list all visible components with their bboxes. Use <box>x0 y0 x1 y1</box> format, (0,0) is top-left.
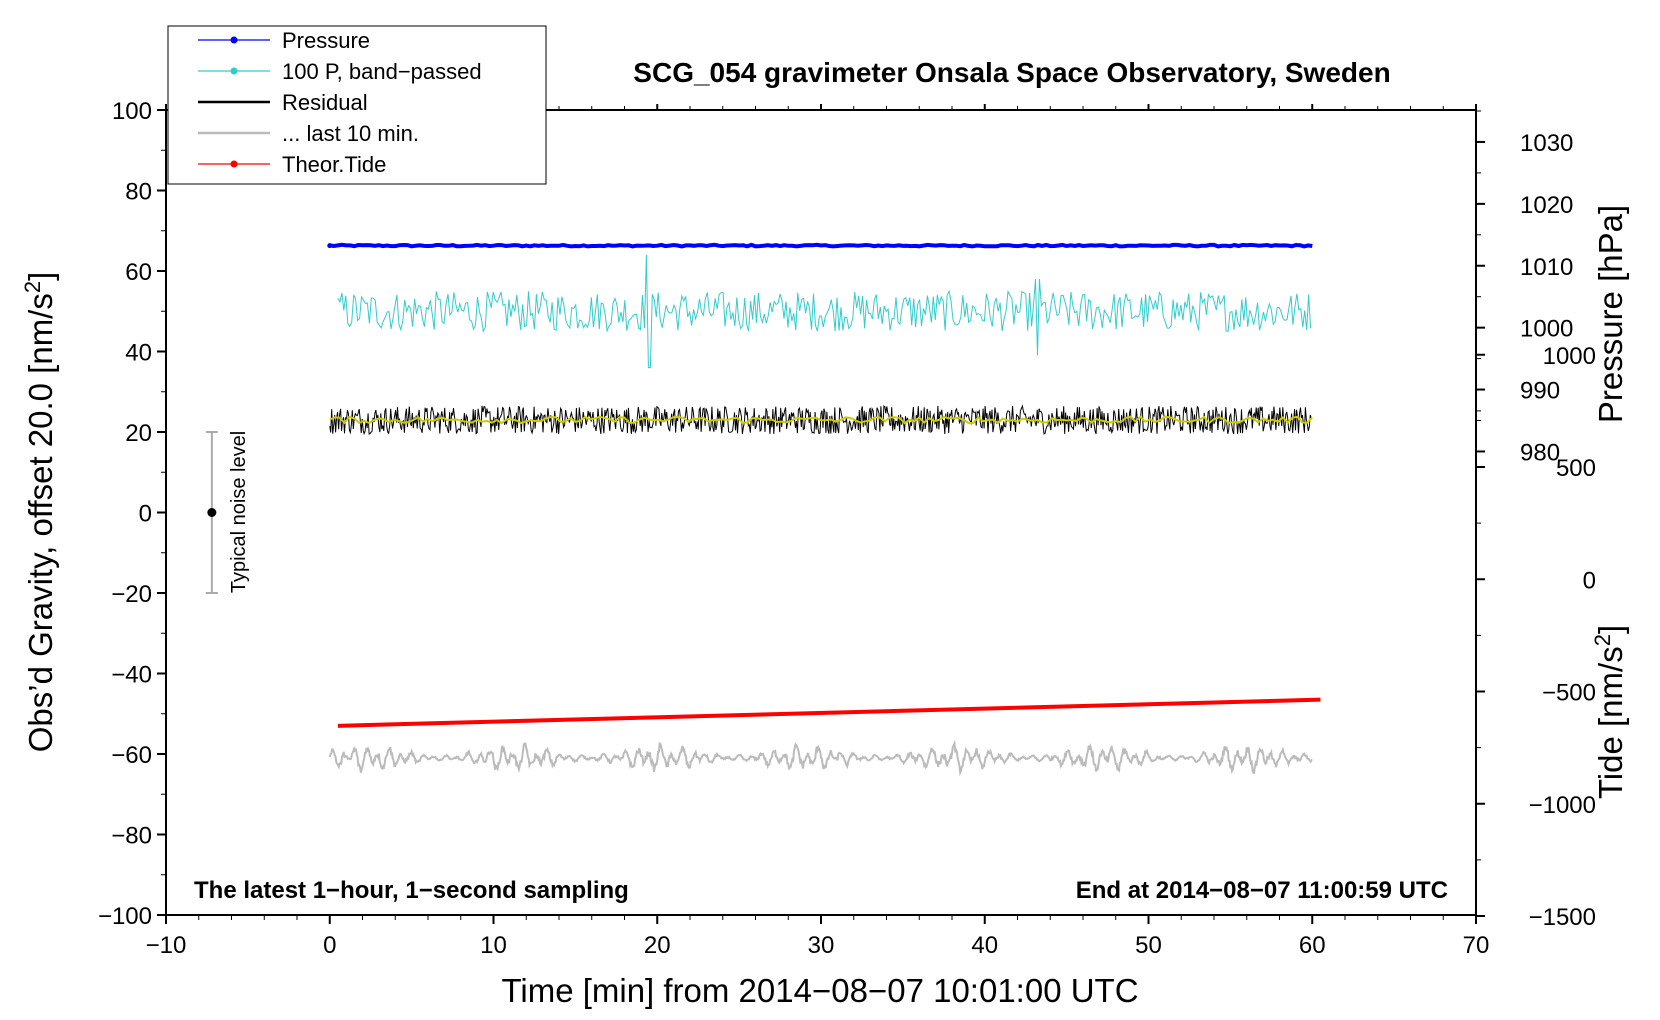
x-tick-label: 10 <box>480 932 507 959</box>
x-tick-label: −10 <box>146 932 187 959</box>
legend-label: 100 P, band−passed <box>282 59 482 84</box>
tide-tick-label: −1000 <box>1529 792 1596 819</box>
x-tick-label: 50 <box>1135 932 1162 959</box>
tide-tick-label: 0 <box>1583 567 1596 594</box>
y-axis-left: −100 −80 −60 −40 −20 0 20 40 60 80 100 <box>98 98 166 930</box>
y-tick-label: 40 <box>125 340 152 367</box>
x-tick-label: 70 <box>1463 932 1490 959</box>
y-tick-label: 20 <box>125 420 152 447</box>
y-tick-label: 0 <box>139 501 152 528</box>
series-pressure-line <box>329 242 1313 249</box>
legend-marker <box>230 160 238 168</box>
series-last10-line <box>328 739 1313 777</box>
pressure-tick-label: 980 <box>1520 439 1560 466</box>
y-axis-left-title: Obs’d Gravity, offset 20.0 [nm/s2] <box>20 272 59 753</box>
y-tick-label: −100 <box>98 903 152 930</box>
legend-box <box>167 25 547 185</box>
y-tick-label: 60 <box>125 259 152 286</box>
legend-label: Pressure <box>282 28 370 53</box>
x-tick-label: 20 <box>644 932 671 959</box>
tide-tick-label: 1000 <box>1543 343 1596 370</box>
minor-ticks <box>161 106 1477 920</box>
y-tick-label: −80 <box>111 823 152 850</box>
y-axis-tide-title-main: Tide [nm/s <box>1592 646 1629 799</box>
y-axis-pressure-title: Pressure [hPa] <box>1592 205 1629 423</box>
pressure-tick-label: 1020 <box>1520 192 1573 219</box>
x-tick-label: 30 <box>808 932 835 959</box>
legend: Pressure 100 P, band−passed Residual ... la… <box>167 25 547 185</box>
y-axis-tide-title: Tide [nm/s2] <box>1590 625 1629 799</box>
series-pressure-marker <box>327 243 333 249</box>
noise-bar <box>205 431 218 594</box>
tide-tick-label: −500 <box>1542 680 1596 707</box>
y-axis-left-title-main: Obs’d Gravity, offset 20.0 [nm/s <box>22 293 59 752</box>
y-tick-label: −60 <box>111 742 152 769</box>
y-axis-tide-title-end: ] <box>1592 625 1629 634</box>
legend-label: Residual <box>282 90 368 115</box>
chart-title: SCG_054 gravimeter Onsala Space Observat… <box>633 57 1390 88</box>
y-axis-pressure: 980 990 1000 1010 1020 1030 <box>1476 110 1573 466</box>
x-axis-title: Time [min] from 2014−08−07 10:01:00 UTC <box>501 972 1138 1009</box>
legend-label: ... last 10 min. <box>282 121 419 146</box>
x-axis: −10 0 10 20 30 40 50 60 70 <box>146 104 1490 959</box>
series-layer <box>327 242 1321 777</box>
legend-marker <box>230 67 238 75</box>
y-tick-label: −40 <box>111 662 152 689</box>
x-tick-label: 40 <box>971 932 998 959</box>
y-axis-tide-title-sup: 2 <box>1590 634 1615 646</box>
tide-tick-label: −1500 <box>1529 904 1596 931</box>
y-axis-tide: −1500 −1000 −500 0 500 1000 <box>1476 343 1596 931</box>
y-axis-left-title-end: ] <box>22 272 59 281</box>
legend-label: Theor.Tide <box>282 152 386 177</box>
pressure-tick-label: 1000 <box>1520 316 1573 343</box>
y-tick-label: 80 <box>125 179 152 206</box>
pressure-tick-label: 990 <box>1520 378 1560 405</box>
y-axis-left-title-sup: 2 <box>20 281 45 293</box>
note-left: The latest 1−hour, 1−second sampling <box>194 877 629 904</box>
plot-frame <box>165 109 1477 916</box>
note-right: End at 2014−08−07 11:00:59 UTC <box>1076 877 1448 904</box>
x-tick-label: 60 <box>1299 932 1326 959</box>
y-tick-label: 100 <box>112 98 152 125</box>
series-residual-smoothed-line <box>329 415 1313 425</box>
noise-label: Typical noise level <box>228 431 250 593</box>
noise-bar-center <box>207 508 217 517</box>
legend-marker <box>230 36 238 44</box>
tide-tick-label: 500 <box>1556 455 1596 482</box>
y-tick-label: −20 <box>111 581 152 608</box>
series-pressure-bandpassed-line <box>337 254 1312 369</box>
series-tide-line <box>337 697 1321 728</box>
pressure-tick-label: 1010 <box>1520 254 1573 281</box>
x-tick-label: 0 <box>323 932 336 959</box>
pressure-tick-label: 1030 <box>1520 130 1573 157</box>
